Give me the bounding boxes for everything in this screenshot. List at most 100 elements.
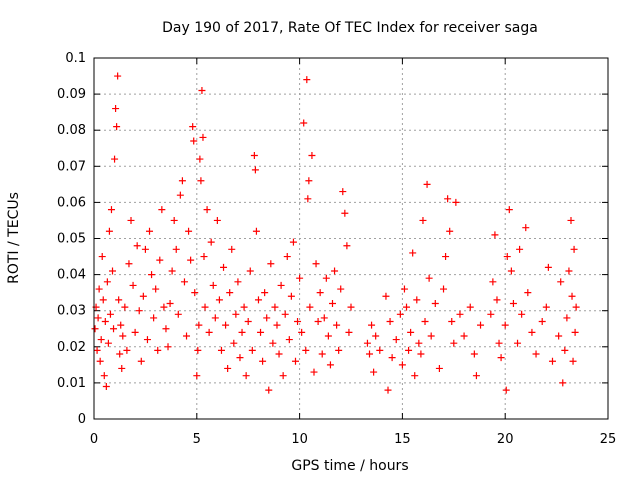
tick-layer: 0 0.01 0.02 0.03 0.04 0.05 0.06 0.07 0.08 0.09 0.1… [57, 51, 616, 447]
y-tick-label: 0.02 [57, 340, 86, 355]
data-point [452, 198, 460, 206]
data-point [368, 321, 376, 329]
data-point [326, 361, 334, 369]
data-point [254, 296, 262, 304]
data-point [197, 177, 205, 185]
data-point [444, 195, 452, 203]
data-point [489, 278, 497, 286]
data-point [234, 278, 242, 286]
data-point [248, 346, 256, 354]
data-point [322, 274, 330, 282]
data-point [103, 278, 111, 286]
data-point [125, 260, 133, 268]
data-point [207, 238, 215, 246]
data-point [148, 271, 156, 279]
data-point [220, 263, 228, 271]
data-point [347, 303, 355, 311]
data-point [244, 318, 252, 326]
data-point [261, 289, 269, 297]
data-point [230, 339, 238, 347]
data-point [567, 216, 575, 224]
data-point [224, 364, 232, 372]
data-point [217, 346, 225, 354]
data-point [263, 314, 271, 322]
data-point [228, 245, 236, 253]
data-point [370, 368, 378, 376]
data-point [571, 328, 579, 336]
data-point [112, 105, 120, 113]
data-point [117, 321, 125, 329]
data-point [421, 318, 429, 326]
data-point [450, 339, 458, 347]
data-point [518, 310, 526, 318]
data-point [528, 328, 536, 336]
data-point [194, 346, 202, 354]
data-point [143, 336, 151, 344]
data-point [559, 379, 567, 387]
data-point [118, 364, 126, 372]
data-point [269, 339, 277, 347]
data-point [431, 299, 439, 307]
data-point [568, 292, 576, 300]
data-point [398, 361, 406, 369]
data-point [542, 303, 550, 311]
data-point [345, 328, 353, 336]
data-point [477, 321, 485, 329]
data-point [561, 346, 569, 354]
x-tick-label: 15 [394, 432, 411, 447]
data-point [324, 332, 332, 340]
chart-title: Day 190 of 2017, Rate Of TEC Index for r… [162, 20, 538, 36]
data-point [544, 263, 552, 271]
data-point [403, 303, 411, 311]
data-point [303, 76, 311, 84]
data-point [203, 206, 211, 214]
data-point [423, 180, 431, 188]
data-point [318, 350, 326, 358]
data-point [538, 318, 546, 326]
data-point [180, 278, 188, 286]
x-tick-label: 20 [497, 432, 514, 447]
x-tick-label: 25 [600, 432, 617, 447]
data-point [164, 343, 172, 351]
data-point [384, 386, 392, 394]
data-point [316, 289, 324, 297]
y-tick-label: 0.09 [57, 87, 86, 102]
data-point [141, 245, 149, 253]
data-point [96, 357, 104, 365]
data-point [472, 372, 480, 380]
data-point [226, 289, 234, 297]
data-point [565, 267, 573, 275]
data-point [425, 274, 433, 282]
data-point [105, 227, 113, 235]
data-point [339, 188, 347, 196]
data-point [190, 137, 198, 145]
data-point [275, 350, 283, 358]
data-point [98, 253, 106, 261]
data-point [440, 285, 448, 293]
data-point [183, 332, 191, 340]
data-point [382, 292, 390, 300]
data-point [337, 285, 345, 293]
data-point [277, 281, 285, 289]
data-point [335, 346, 343, 354]
data-point [366, 350, 374, 358]
data-point [102, 383, 110, 391]
data-point [460, 332, 468, 340]
data-point [213, 216, 221, 224]
data-point [238, 328, 246, 336]
data-point [419, 216, 427, 224]
data-point [242, 372, 250, 380]
data-point [91, 325, 99, 333]
data-point [507, 267, 515, 275]
data-point [304, 195, 312, 203]
data-point [152, 285, 160, 293]
data-point [257, 328, 265, 336]
data-point [524, 289, 532, 297]
data-point [158, 206, 166, 214]
data-point [178, 177, 186, 185]
data-point [95, 285, 103, 293]
data-point [308, 151, 316, 159]
data-point [137, 357, 145, 365]
data-point [107, 206, 115, 214]
data-point [296, 274, 304, 282]
